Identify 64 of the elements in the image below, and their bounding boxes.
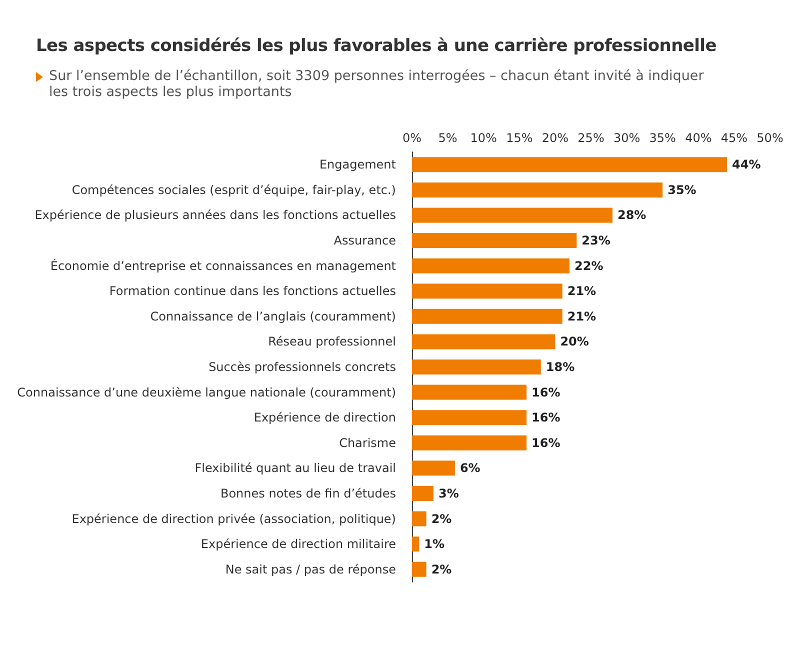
data-label: 20% (560, 334, 589, 349)
y-tick-label: Formation continue dans les fonctions actuelles (109, 284, 396, 298)
data-label: 3% (438, 486, 459, 500)
bar (412, 410, 527, 426)
data-label: 16% (532, 385, 560, 400)
y-tick-label: Engagement (319, 158, 396, 172)
x-tick-label: 15% (506, 131, 533, 145)
bar (412, 384, 527, 400)
bar (412, 258, 570, 274)
bar (412, 486, 434, 501)
data-label: 18% (546, 360, 575, 374)
x-tick-label: 40% (685, 131, 712, 145)
x-tick-label: 0% (402, 131, 422, 145)
data-label: 28% (617, 208, 646, 222)
data-label: 6% (460, 461, 480, 476)
data-label: 35% (668, 182, 696, 197)
y-tick-label: Expérience de direction (254, 410, 396, 425)
x-tick-label: 30% (613, 131, 640, 145)
bar (412, 562, 426, 577)
data-label: 16% (532, 436, 560, 450)
x-tick-label: 20% (542, 131, 569, 145)
data-label: 1% (424, 537, 445, 552)
data-label: 16% (532, 410, 560, 425)
y-tick-label: Charisme (339, 436, 396, 450)
bar (412, 308, 562, 324)
bar (412, 360, 541, 374)
y-tick-label: Expérience de direction privée (association, politique) (72, 512, 396, 526)
y-tick-label: Compétences sociales (esprit d’équipe, fair-play, etc.) (72, 182, 396, 197)
x-tick-label: 25% (578, 131, 604, 145)
bar (412, 182, 663, 198)
data-label: 44% (732, 158, 761, 172)
data-label: 23% (582, 234, 610, 248)
bar (412, 460, 455, 476)
y-tick-label: Bonnes notes de fin d’études (220, 486, 396, 500)
bar (412, 284, 562, 299)
y-tick-label: Flexibilité quant au lieu de travail (194, 461, 396, 476)
y-tick-label: Connaissance d’une deuxième langue nationale (couramment) (17, 385, 396, 400)
bar (412, 435, 527, 450)
data-label: 2% (431, 512, 452, 526)
data-label: 2% (431, 562, 452, 576)
bar (412, 233, 577, 248)
data-label: 21% (567, 284, 596, 298)
y-tick-label: Expérience de plusieurs années dans les fonctions actuelles (34, 208, 396, 222)
x-tick-label: 35% (649, 131, 676, 145)
y-tick-label: Réseau professionnel (268, 334, 396, 349)
y-tick-label: Économie d’entreprise et connaissances en management (50, 258, 396, 273)
data-label: 21% (567, 309, 596, 324)
bar (412, 334, 556, 350)
chart-title: Les aspects considérés les plus favorables à une carrière professionnelle (36, 36, 716, 56)
x-tick-label: 5% (438, 131, 458, 145)
y-tick-label: Succès professionnels concrets (208, 360, 396, 374)
data-label: 22% (574, 258, 604, 273)
x-tick-label: 45% (720, 131, 748, 145)
y-tick-label: Expérience de direction militaire (200, 537, 396, 552)
x-tick-label: 10% (470, 131, 497, 145)
bar (412, 511, 426, 526)
bar (412, 208, 612, 223)
y-tick-label: Assurance (334, 234, 396, 248)
bar (412, 536, 420, 552)
x-tick-label: 50% (756, 131, 784, 145)
y-tick-label: Connaissance de l’anglais (couramment) (150, 309, 396, 324)
bar (412, 157, 728, 172)
chart-subtitle: Sur l’ensemble de l’échantillon, soit 3309 personnes interrogées – chacun étant invité à indiquer les trois aspects les plus importants (49, 68, 705, 100)
y-tick-label: Ne sait pas / pas de réponse (225, 562, 396, 576)
